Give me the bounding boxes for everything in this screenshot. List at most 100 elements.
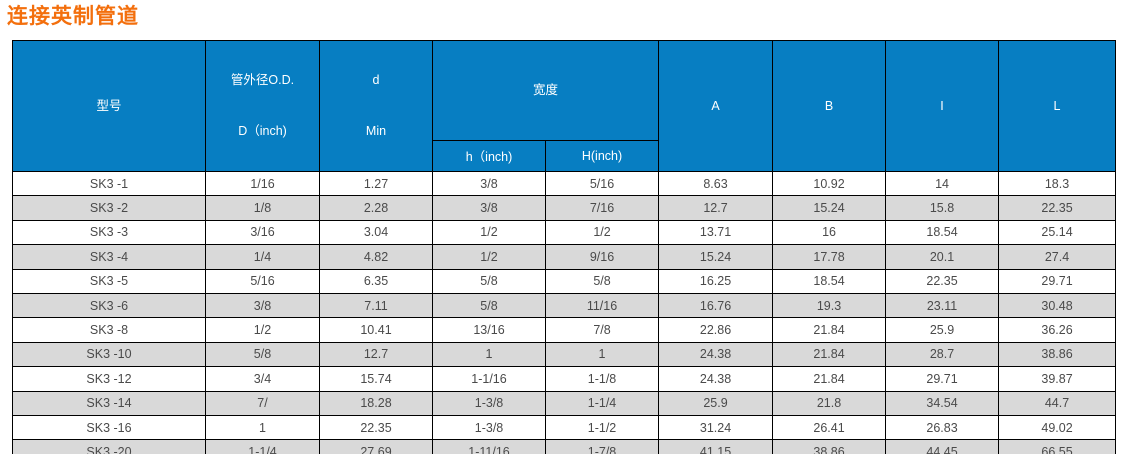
cell-b: 19.3 [772,292,887,319]
cell-d-min: 3.04 [319,219,433,246]
cell-h-inch: 1-3/8 [432,390,546,416]
cell-b: 15.24 [772,195,887,221]
cell-i: 44.45 [885,439,1000,454]
cell-od: 1-1/4 [205,439,320,454]
cell-h-inch: 1-1/16 [432,366,546,392]
table-row: SK3 -1 1/16 1.27 3/8 5/16 8.63 10.92 14 18.3 [12,170,1117,197]
cell-b: 21.84 [772,366,887,392]
cell-cap-h-inch: 11/16 [544,292,660,319]
col-header-width-group: 宽度 [431,40,660,141]
cell-a: 13.71 [658,219,774,246]
col-header-model: 型号 [12,40,206,172]
cell-l: 44.7 [998,390,1117,416]
cell-a: 41.15 [658,439,774,454]
col-header-od-line1: 管外径O.D. [230,73,295,87]
col-header-A: A [658,40,774,172]
col-header-L: L [998,40,1117,172]
cell-i: 34.54 [885,390,1000,416]
cell-b: 10.92 [772,170,887,197]
table-row: SK3 -10 5/8 12.7 1 1 24.38 21.84 28.7 38.86 [12,341,1117,368]
cell-b: 38.86 [772,439,887,454]
col-header-I: I [885,40,1000,172]
col-header-d-line2: Min [365,124,387,138]
col-header-model-label: 型号 [96,98,122,113]
cell-od: 7/ [205,390,320,416]
cell-a: 24.38 [658,341,774,368]
cell-cap-h-inch: 1/2 [544,219,660,246]
cell-model: SK3 -5 [12,268,206,294]
cell-b: 17.78 [772,244,887,270]
cell-l: 39.87 [998,366,1117,392]
cell-i: 23.11 [885,292,1000,319]
table-body: SK3 -1 1/16 1.27 3/8 5/16 8.63 10.92 14 18.3 SK3 … [12,170,1117,454]
cell-a: 12.7 [658,195,774,221]
cell-d-min: 12.7 [319,341,433,368]
cell-cap-h-inch: 9/16 [544,244,660,270]
spec-table-container: 型号 管外径O.D. D（inch) d Min 宽度 A B I L [12,40,1132,454]
cell-od: 3/4 [205,366,320,392]
cell-l: 29.71 [998,268,1117,294]
cell-d-min: 10.41 [319,317,433,343]
cell-a: 16.76 [658,292,774,319]
cell-b: 21.84 [772,317,887,343]
cell-model: SK3 -3 [12,219,206,246]
col-header-od-line2: D（inch) [238,124,287,138]
cell-b: 16 [772,219,887,246]
cell-h-inch: 1/2 [432,219,546,246]
cell-h-inch: 1/2 [432,244,546,270]
cell-model: SK3 -2 [12,195,206,221]
cell-i: 25.9 [885,317,1000,343]
cell-a: 25.9 [658,390,774,416]
cell-h-inch: 5/8 [432,268,546,294]
cell-i: 29.71 [885,366,1000,392]
cell-b: 21.84 [772,341,887,368]
table-row: SK3 -16 1 22.35 1-3/8 1-1/2 31.24 26.41 26.83 49… [12,414,1117,441]
cell-od: 1/2 [205,317,320,343]
cell-model: SK3 -14 [12,390,206,416]
cell-cap-h-inch: 1 [544,341,660,368]
cell-cap-h-inch: 1-7/8 [544,439,660,454]
cell-l: 36.26 [998,317,1117,343]
col-header-B: B [772,40,887,172]
table-row: SK3 -3 3/16 3.04 1/2 1/2 13.71 16 18.54 25.14 [12,219,1117,246]
table-row: SK3 -12 3/4 15.74 1-1/16 1-1/8 24.38 21.84 29.7… [12,366,1117,392]
header-row-2: h（inch) H(inch) [13,139,1116,173]
cell-h-inch: 1 [432,341,546,368]
cell-a: 8.63 [658,170,774,197]
cell-od: 1 [205,414,320,441]
cell-cap-h-inch: 5/16 [544,170,660,197]
col-header-d-line1: d [372,73,380,87]
cell-d-min: 18.28 [319,390,433,416]
table-row: SK3 -4 1/4 4.82 1/2 9/16 15.24 17.78 20.1 27.4 [12,244,1117,270]
cell-d-min: 4.82 [319,244,433,270]
cell-l: 27.4 [998,244,1117,270]
table-row: SK3 -14 7/18.28 1-3/8 1-1/4 25.9 21.8 34.54 44.… [12,390,1117,416]
cell-model: SK3 -1 [12,170,206,197]
cell-i: 22.35 [885,268,1000,294]
cell-model: SK3 -6 [12,292,206,319]
table-header: 型号 管外径O.D. D（inch) d Min 宽度 A B I L [12,40,1117,173]
cell-model: SK3 -8 [12,317,206,343]
cell-d-min: 15.74 [319,366,433,392]
cell-i: 14 [885,170,1000,197]
cell-h-inch: 3/8 [432,170,546,197]
cell-b: 21.8 [772,390,887,416]
cell-b: 26.41 [772,414,887,441]
col-header-d-min: d Min [319,40,433,172]
cell-od: 5/8 [205,341,320,368]
cell-cap-h-inch: 1-1/4 [544,390,660,416]
table-row: SK3 -8 1/2 10.41 13/16 7/8 22.86 21.84 25.9 36.2… [12,317,1117,343]
cell-d-min: 7.11 [319,292,433,319]
cell-i: 18.54 [885,219,1000,246]
cell-d-min: 1.27 [319,170,433,197]
table-row: SK3 -5 5/16 6.35 5/8 5/8 16.25 18.54 22.35 29.71 [12,268,1117,294]
cell-l: 66.55 [998,439,1117,454]
cell-l: 18.3 [998,170,1117,197]
cell-h-inch: 1-11/16 [432,439,546,454]
cell-cap-h-inch: 7/16 [544,195,660,221]
col-header-h-inch: h（inch) [432,139,546,173]
cell-h-inch: 3/8 [432,195,546,221]
cell-d-min: 2.28 [319,195,433,221]
cell-i: 28.7 [885,341,1000,368]
cell-h-inch: 13/16 [432,317,546,343]
